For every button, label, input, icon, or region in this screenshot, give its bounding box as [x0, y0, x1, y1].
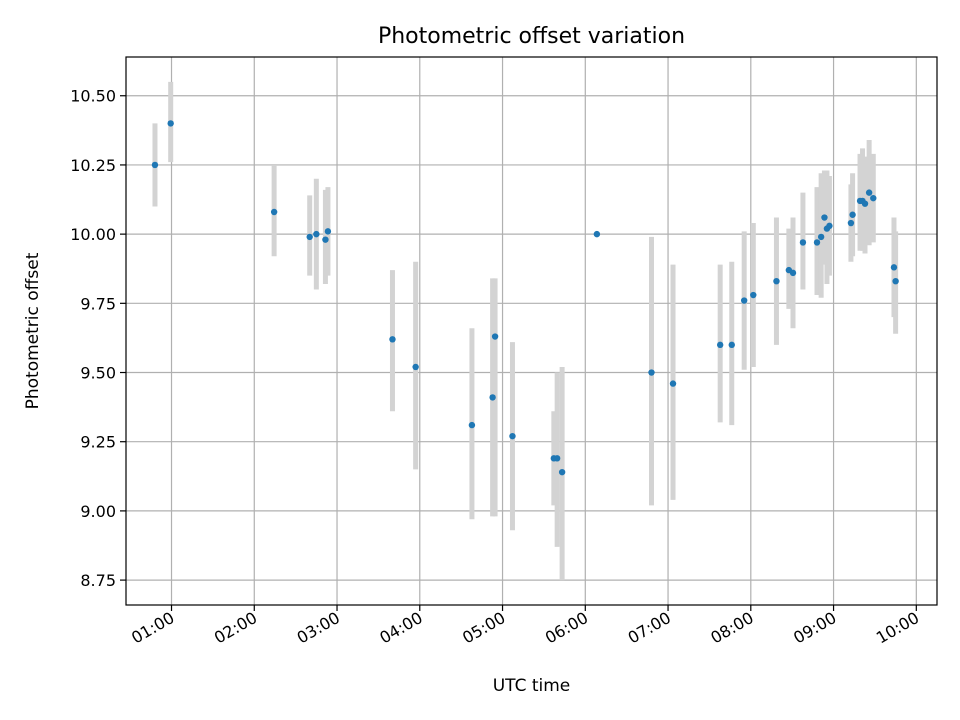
- grid-layer: [126, 57, 937, 605]
- x-tick-label: 06:00: [542, 608, 591, 648]
- data-point: [558, 468, 566, 476]
- data-point: [740, 297, 748, 304]
- x-tick-label: 08:00: [707, 608, 756, 648]
- y-tick-label: 9.75: [80, 294, 116, 313]
- x-tick-label: 10:00: [873, 608, 922, 648]
- data-point: [789, 269, 797, 277]
- point-layer: [151, 120, 899, 476]
- data-point: [468, 421, 476, 429]
- data-point: [389, 336, 396, 343]
- data-point: [728, 341, 735, 349]
- data-point: [306, 233, 313, 241]
- y-tick-label: 10.25: [70, 156, 116, 175]
- data-point: [648, 369, 655, 376]
- data-point: [669, 380, 677, 387]
- data-point: [412, 363, 419, 371]
- data-point: [553, 455, 561, 462]
- data-point: [270, 208, 278, 216]
- plot-frame: [125, 56, 938, 606]
- data-point: [491, 333, 499, 340]
- data-point: [817, 233, 825, 241]
- y-axis-ticks: 8.75 9.00 9.25 9.50 9.75 10.00 10.25 10.50: [70, 87, 126, 590]
- data-point: [716, 341, 724, 349]
- x-tick-label: 01:00: [128, 608, 177, 648]
- y-tick-label: 10.00: [70, 225, 116, 244]
- y-axis-label: Photometric offset: [23, 252, 43, 409]
- x-tick-label: 04:00: [376, 608, 425, 648]
- x-axis-ticks: 01:00 02:00 03:00 04:00 05:00 06:00 07:00 08:00…: [128, 605, 922, 648]
- data-point: [593, 230, 601, 238]
- data-point: [890, 264, 898, 271]
- data-point: [313, 230, 320, 238]
- y-tick-label: 8.75: [80, 571, 116, 590]
- data-point: [813, 239, 821, 246]
- data-point: [151, 161, 159, 169]
- x-tick-label: 07:00: [625, 608, 674, 648]
- data-point: [821, 214, 828, 221]
- data-point: [847, 219, 855, 227]
- y-tick-label: 9.00: [80, 502, 116, 521]
- y-tick-label: 9.25: [80, 433, 116, 452]
- data-point: [750, 291, 757, 299]
- x-tick-label: 05:00: [459, 608, 508, 648]
- data-point: [892, 277, 899, 285]
- data-point: [861, 200, 869, 207]
- data-point: [826, 222, 833, 230]
- data-point: [509, 432, 516, 440]
- x-axis-label: UTC time: [493, 676, 571, 696]
- errorbar-layer: [152, 81, 899, 581]
- data-point: [870, 194, 877, 202]
- chart-title: Photometric offset variation: [378, 24, 685, 49]
- data-point: [489, 394, 496, 401]
- data-point: [773, 277, 780, 285]
- x-tick-label: 03:00: [294, 608, 343, 648]
- data-point: [324, 228, 332, 235]
- data-point: [849, 211, 856, 218]
- x-tick-label: 02:00: [211, 608, 260, 648]
- data-point: [167, 120, 174, 127]
- x-tick-label: 09:00: [790, 608, 839, 648]
- y-tick-label: 9.50: [80, 364, 116, 383]
- data-point: [865, 189, 873, 196]
- data-point: [322, 236, 329, 243]
- data-point: [799, 239, 807, 246]
- y-tick-label: 10.50: [70, 87, 116, 106]
